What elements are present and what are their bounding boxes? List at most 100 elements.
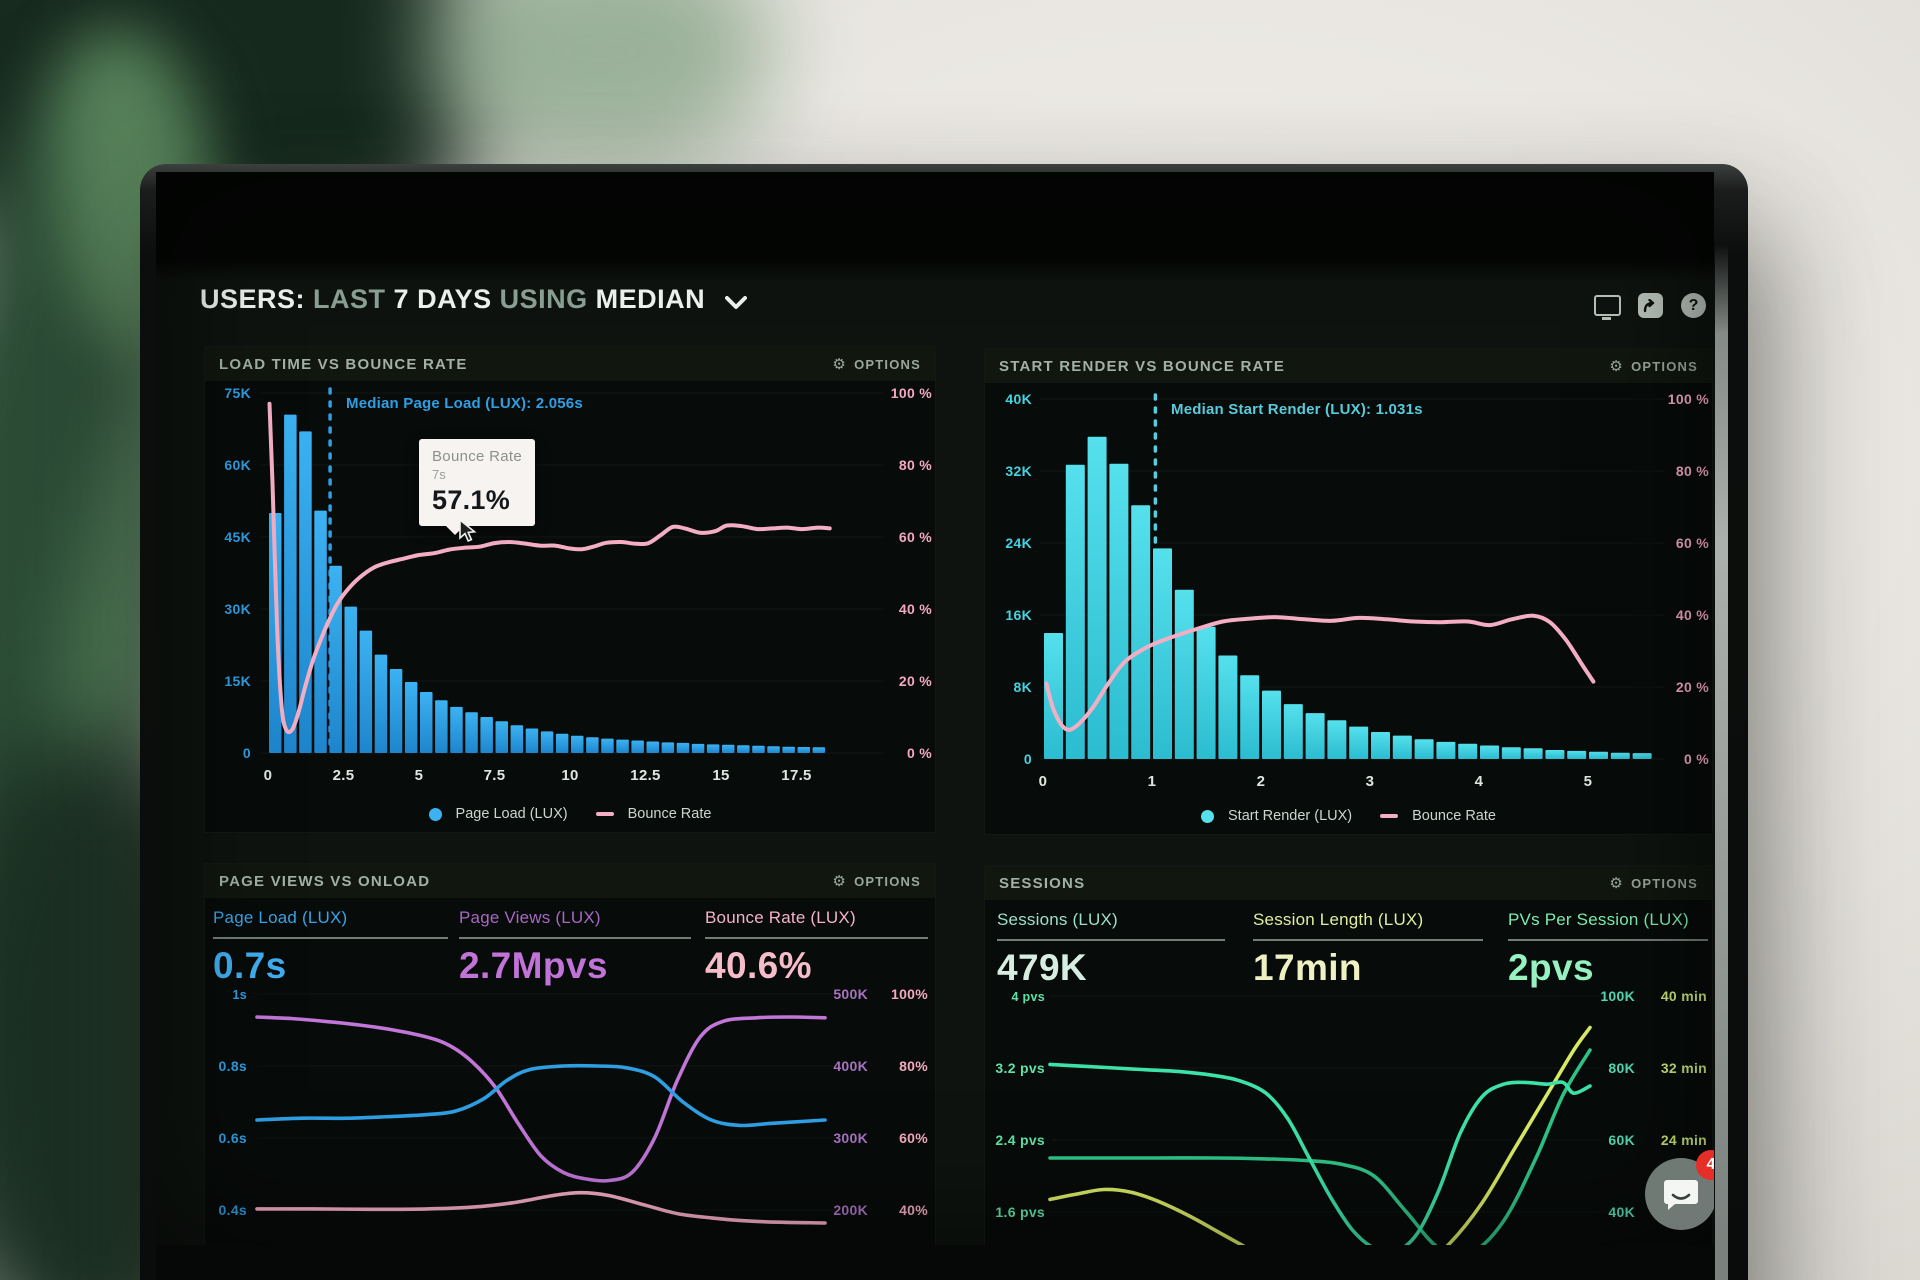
svg-text:400K: 400K	[833, 1058, 868, 1074]
laptop: USERS: LAST 7 DAYS USING MEDIAN ?	[140, 164, 1748, 1280]
metric-sessions: Sessions (LUX) 479K	[997, 910, 1225, 989]
sessions-chart[interactable]: 4 pvs 3.2 pvs 2.4 pvs 1.6 pvs 100K 80K 60K 40K 4…	[985, 866, 1712, 1245]
tooltip-title: Bounce Rate	[432, 448, 523, 465]
chevron-down-icon	[725, 296, 748, 309]
svg-text:100K: 100K	[1600, 988, 1635, 1004]
svg-text:2.4 pvs: 2.4 pvs	[995, 1132, 1045, 1148]
svg-text:80K: 80K	[1608, 1060, 1635, 1076]
start-render-chart[interactable]: 40K 32K 24K 16K 8K 0 100 % 80 % 60 % 40 % 20 % 0 % 0…	[985, 349, 1712, 834]
panel-header: START RENDER VS BOUNCE RATE ⚙ OPTIONS	[985, 349, 1712, 383]
svg-text:24K: 24K	[1005, 535, 1032, 551]
svg-text:32K: 32K	[1005, 463, 1032, 479]
svg-text:32 min: 32 min	[1661, 1060, 1707, 1076]
metric-label: PVs Per Session (LUX)	[1508, 910, 1689, 929]
laptop-bezel-bottom	[156, 1245, 1714, 1280]
mouse-cursor	[459, 519, 477, 543]
metric-label: Bounce Rate (LUX)	[705, 908, 856, 927]
svg-text:5: 5	[415, 767, 424, 784]
svg-text:75K: 75K	[224, 385, 251, 401]
options-button[interactable]: ⚙ OPTIONS	[1609, 359, 1698, 374]
options-button[interactable]: ⚙ OPTIONS	[832, 874, 921, 889]
median-start-render-label: Median Start Render (LUX): 1.031s	[1171, 401, 1423, 418]
svg-text:0: 0	[1039, 773, 1048, 790]
gear-icon: ⚙	[1609, 357, 1625, 375]
panel-title: START RENDER VS BOUNCE RATE	[999, 357, 1286, 375]
users-median-dropdown[interactable]: USERS: LAST 7 DAYS USING MEDIAN	[200, 284, 748, 315]
svg-text:4: 4	[1475, 773, 1484, 790]
metric-value: 2.7Mpvs	[459, 945, 608, 986]
metric-label: Page Views (LUX)	[459, 908, 601, 927]
chart-legend[interactable]: Page Load (LUX) Bounce Rate	[205, 806, 935, 822]
svg-text:0: 0	[264, 767, 273, 784]
metric-page-views: Page Views (LUX) 2.7Mpvs	[459, 908, 691, 987]
plant-leaf	[430, 0, 770, 170]
metric-value: 479K	[997, 947, 1088, 988]
svg-text:2.5: 2.5	[333, 767, 355, 784]
svg-text:5: 5	[1584, 773, 1593, 790]
metric-label: Page Load (LUX)	[213, 908, 348, 927]
svg-text:0.4s: 0.4s	[219, 1202, 247, 1218]
legend-dot-swatch	[1201, 809, 1215, 823]
metric-underline	[1508, 939, 1708, 941]
svg-text:80 %: 80 %	[1676, 463, 1709, 479]
svg-text:40 %: 40 %	[1676, 607, 1709, 623]
metric-label: Session Length (LUX)	[1253, 910, 1424, 929]
panel-header: LOAD TIME VS BOUNCE RATE ⚙ OPTIONS	[205, 347, 935, 381]
title-using: USING	[499, 284, 588, 314]
tooltip-value: 57.1%	[432, 485, 511, 515]
svg-text:40 min: 40 min	[1661, 988, 1707, 1004]
header-icons: ?	[1594, 292, 1707, 320]
options-button[interactable]: ⚙ OPTIONS	[832, 357, 921, 372]
help-icon[interactable]: ?	[1680, 292, 1707, 319]
monitor-icon[interactable]	[1594, 292, 1621, 320]
svg-text:500K: 500K	[833, 986, 868, 1002]
svg-text:60K: 60K	[1608, 1132, 1635, 1148]
chat-bubble-icon	[1664, 1180, 1698, 1210]
metric-underline	[1253, 939, 1483, 941]
dashboard-screen: USERS: LAST 7 DAYS USING MEDIAN ?	[156, 172, 1714, 1245]
panel-title: PAGE VIEWS VS ONLOAD	[219, 872, 431, 890]
svg-text:45K: 45K	[224, 529, 251, 545]
gear-icon: ⚙	[832, 872, 848, 890]
share-icon[interactable]	[1637, 292, 1664, 319]
svg-text:40K: 40K	[1608, 1204, 1635, 1220]
svg-text:15K: 15K	[224, 673, 251, 689]
svg-text:3.2 pvs: 3.2 pvs	[995, 1060, 1045, 1076]
page-views-chart[interactable]: 1s 0.8s 0.6s 0.4s 500K 400K 300K 200K 100% 80% 60%…	[205, 864, 935, 1245]
legend-label: Page Load (LUX)	[455, 806, 568, 822]
svg-text:1: 1	[1148, 773, 1157, 790]
metric-value: 40.6%	[705, 945, 812, 986]
options-label: OPTIONS	[1631, 358, 1698, 374]
svg-text:100 %: 100 %	[891, 385, 932, 401]
legend-line-swatch	[1380, 814, 1399, 818]
svg-text:300K: 300K	[833, 1130, 868, 1146]
title-median: MEDIAN	[595, 284, 706, 314]
svg-text:0: 0	[1024, 751, 1032, 767]
legend-label: Start Render (LUX)	[1228, 808, 1353, 824]
metric-underline	[213, 937, 448, 939]
svg-text:2: 2	[1257, 773, 1266, 790]
svg-text:60 %: 60 %	[899, 529, 932, 545]
panel-start-render: 40K 32K 24K 16K 8K 0 100 % 80 % 60 % 40 % 20 % 0 % 0…	[985, 349, 1712, 834]
options-button[interactable]: ⚙ OPTIONS	[1609, 876, 1698, 891]
metric-value: 17min	[1253, 947, 1362, 988]
metric-session-length: Session Length (LUX) 17min	[1253, 910, 1483, 989]
metric-label: Sessions (LUX)	[997, 910, 1118, 929]
svg-text:80 %: 80 %	[899, 457, 932, 473]
load-time-chart[interactable]: 75K 60K 45K 30K 15K 0 100 % 80 % 60 % 40 % 20 % 0 %…	[205, 347, 935, 832]
svg-text:60%: 60%	[899, 1130, 928, 1146]
chart-legend[interactable]: Start Render (LUX) Bounce Rate	[985, 808, 1712, 824]
svg-text:30K: 30K	[224, 601, 251, 617]
svg-text:60 %: 60 %	[1676, 535, 1709, 551]
metric-page-load: Page Load (LUX) 0.7s	[213, 908, 448, 987]
svg-text:100 %: 100 %	[1668, 391, 1709, 407]
panel-page-views: 1s 0.8s 0.6s 0.4s 500K 400K 300K 200K 100% 80% 60%…	[205, 864, 935, 1245]
title-7days: 7 DAYS	[393, 284, 492, 314]
svg-text:7.5: 7.5	[484, 767, 506, 784]
options-label: OPTIONS	[1631, 875, 1698, 891]
metric-underline	[459, 937, 691, 939]
panel-title: LOAD TIME VS BOUNCE RATE	[219, 355, 468, 373]
metric-value: 0.7s	[213, 945, 287, 986]
svg-text:60K: 60K	[224, 457, 251, 473]
